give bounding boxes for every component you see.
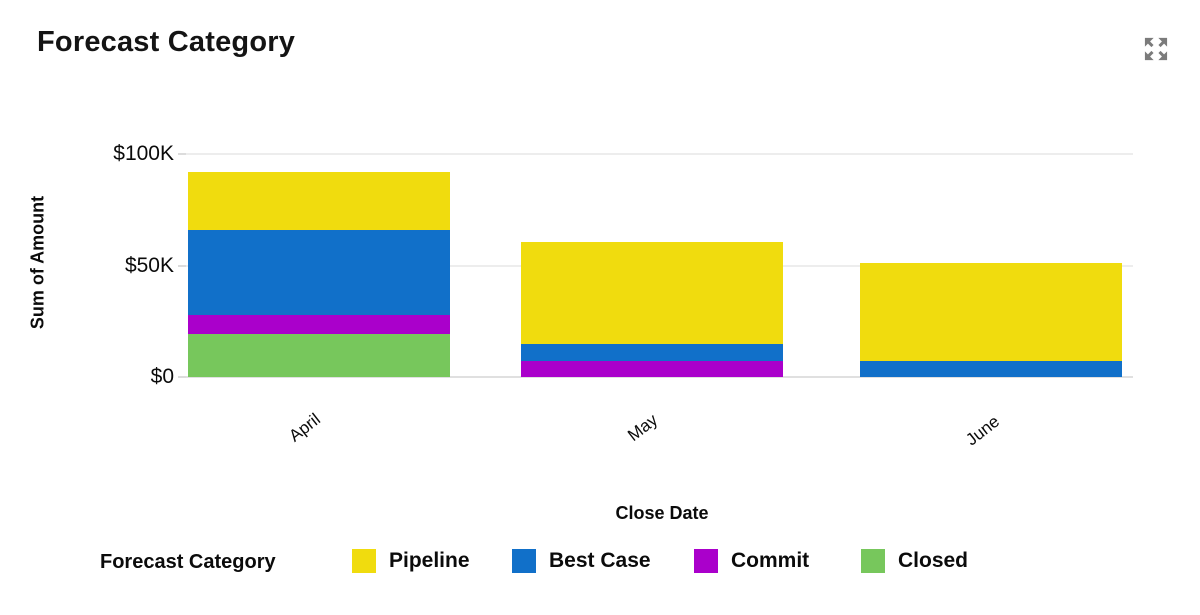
y-tickmark--100k xyxy=(178,153,186,155)
y-tick-label--50k: $50K xyxy=(124,253,174,277)
y-tick-label--0: $0 xyxy=(150,365,174,388)
gridline--0 xyxy=(186,376,1133,378)
bar-may xyxy=(521,242,783,377)
x-tick-label-april: April xyxy=(285,409,324,446)
y-tickmark--50k xyxy=(178,264,186,267)
legend-item-commit[interactable]: Commit xyxy=(694,549,809,573)
bar-segment-may-best-case[interactable] xyxy=(521,343,783,362)
legend-swatch-closed xyxy=(861,549,885,573)
legend-title: Forecast Category xyxy=(100,551,276,573)
gridline--100k xyxy=(186,153,1133,155)
y-axis-title: Sum of Amount xyxy=(27,195,48,330)
legend-label-commit: Commit xyxy=(731,549,810,572)
bar-segment-april-pipeline[interactable] xyxy=(188,171,450,230)
legend-swatch-best-case xyxy=(512,549,536,573)
bar-segment-april-commit[interactable] xyxy=(188,314,450,334)
y-tick-label--100k: $100K xyxy=(113,142,174,165)
bar-segment-june-best-case[interactable] xyxy=(860,361,1122,377)
chart-title: Forecast Category xyxy=(37,26,296,58)
x-tick-label-june: June xyxy=(962,411,1004,450)
y-tickmark--0 xyxy=(178,376,186,378)
bar-june xyxy=(860,263,1122,377)
expand-button[interactable] xyxy=(1136,30,1176,70)
x-axis-title: Close Date xyxy=(615,503,709,523)
legend-item-best-case[interactable]: Best Case xyxy=(512,549,651,573)
bar-april xyxy=(188,171,450,377)
bar-segment-june-pipeline[interactable] xyxy=(860,263,1122,362)
legend-label-pipeline: Pipeline xyxy=(389,549,470,572)
legend-swatch-pipeline xyxy=(352,549,376,573)
legend-label-best-case: Best Case xyxy=(549,549,651,572)
legend-item-closed[interactable]: Closed xyxy=(861,549,968,573)
expand-icon xyxy=(1144,37,1168,60)
x-tick-label-may: May xyxy=(624,410,662,445)
bar-segment-may-commit[interactable] xyxy=(521,361,783,377)
bar-segment-may-pipeline[interactable] xyxy=(521,242,783,344)
legend-label-closed: Closed xyxy=(898,549,969,572)
bar-segment-april-best-case[interactable] xyxy=(188,229,450,315)
legend-item-pipeline[interactable]: Pipeline xyxy=(352,549,470,573)
bar-segment-april-closed[interactable] xyxy=(188,333,450,377)
legend-swatch-commit xyxy=(694,549,718,573)
